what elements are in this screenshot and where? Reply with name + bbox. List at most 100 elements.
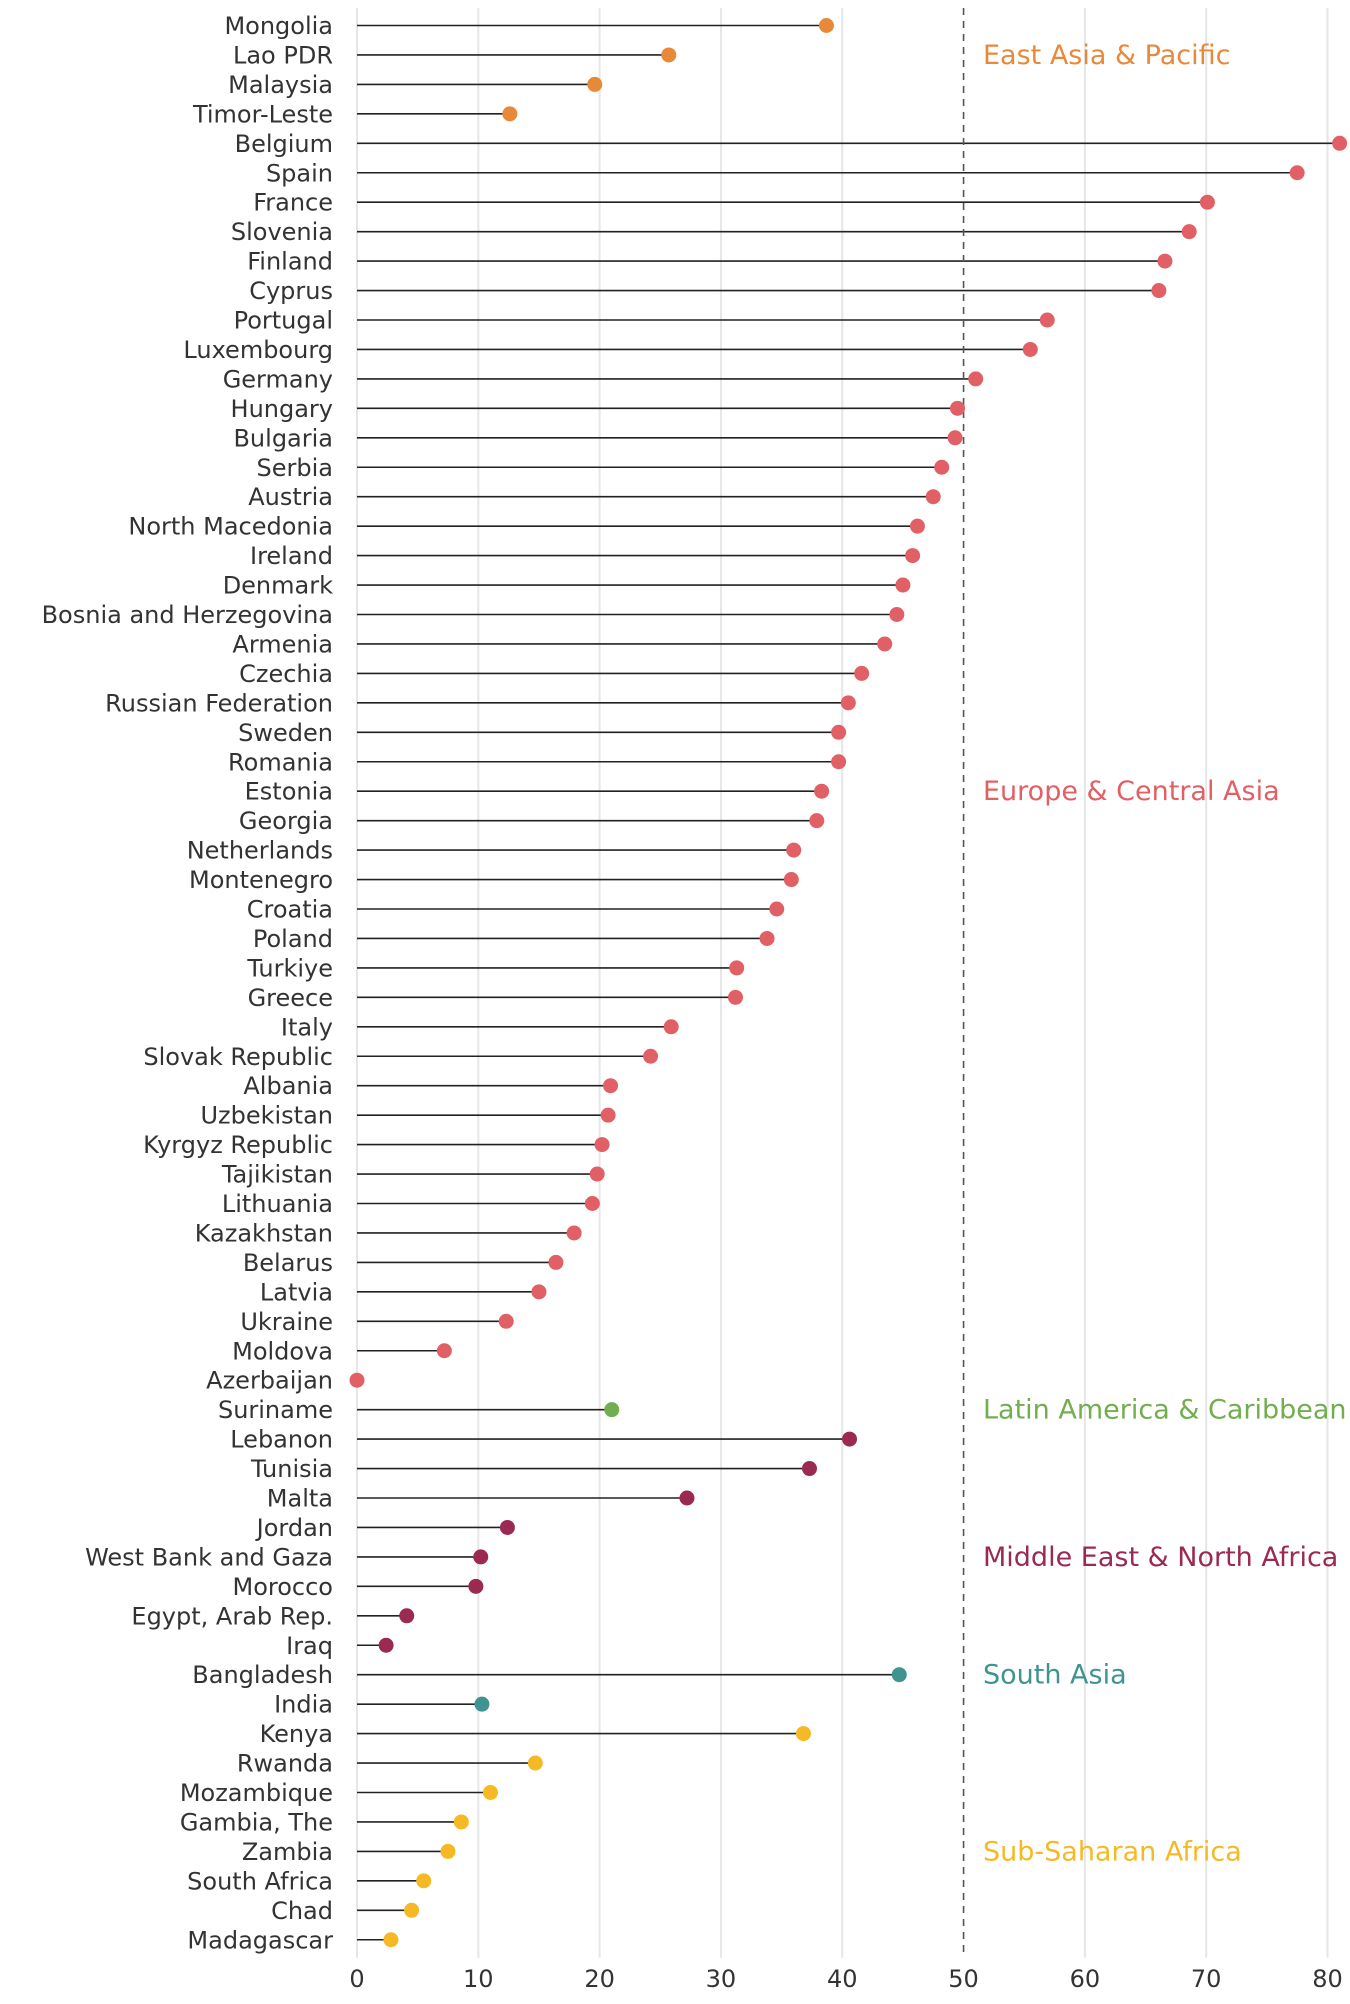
point-denmark: [895, 577, 911, 593]
country-label-slovak-republic: Slovak Republic: [143, 1043, 333, 1071]
point-austria: [925, 489, 941, 505]
x-tick-label-80: 80: [1312, 1965, 1343, 1993]
country-label-malaysia: Malaysia: [228, 71, 333, 99]
point-azerbaijan: [349, 1372, 365, 1388]
x-tick-label-70: 70: [1191, 1965, 1222, 1993]
region-label-layer: East Asia & Pacific Europe & Central Asia…: [983, 40, 1347, 1867]
point-suriname: [604, 1402, 620, 1418]
point-morocco: [468, 1578, 484, 1594]
x-tick-label-20: 20: [584, 1965, 615, 1993]
x-tick-label-10: 10: [463, 1965, 494, 1993]
point-rwanda: [527, 1755, 543, 1771]
point-cyprus: [1151, 283, 1167, 299]
stem-layer: [357, 24, 1340, 1941]
point-poland: [759, 930, 775, 946]
country-label-luxembourg: Luxembourg: [183, 336, 333, 364]
point-netherlands: [786, 842, 802, 858]
country-label-gambia-the: Gambia, The: [180, 1808, 333, 1836]
country-label-north-macedonia: North Macedonia: [128, 513, 333, 541]
country-label-rwanda: Rwanda: [237, 1750, 333, 1778]
country-label-poland: Poland: [253, 925, 333, 953]
point-portugal: [1039, 312, 1055, 328]
point-lithuania: [584, 1196, 600, 1211]
country-label-spain: Spain: [266, 159, 333, 187]
country-label-india: India: [274, 1691, 333, 1719]
country-label-austria: Austria: [248, 483, 333, 511]
point-mozambique: [482, 1785, 498, 1800]
country-label-portugal: Portugal: [234, 307, 333, 335]
point-lebanon: [842, 1431, 858, 1447]
country-label-kenya: Kenya: [260, 1720, 333, 1748]
country-label-ireland: Ireland: [250, 542, 333, 570]
x-tick-label-50: 50: [948, 1965, 979, 1993]
country-label-italy: Italy: [281, 1013, 333, 1041]
country-label-armenia: Armenia: [232, 630, 333, 658]
country-label-tajikistan: Tajikistan: [221, 1161, 333, 1189]
country-label-kazakhstan: Kazakhstan: [195, 1219, 333, 1247]
country-label-latvia: Latvia: [260, 1278, 333, 1306]
region-label-sub-saharan-africa: Sub-Saharan Africa: [983, 1836, 1242, 1867]
point-india: [474, 1696, 490, 1712]
country-label-france: France: [253, 189, 333, 217]
country-label-ukraine: Ukraine: [240, 1308, 333, 1336]
country-label-tunisia: Tunisia: [250, 1455, 333, 1483]
point-kenya: [795, 1726, 811, 1742]
point-tajikistan: [589, 1166, 605, 1182]
country-label-slovenia: Slovenia: [231, 218, 333, 246]
x-tick-label-30: 30: [706, 1965, 737, 1993]
country-label-russian-federation: Russian Federation: [105, 689, 333, 717]
country-label-finland: Finland: [247, 248, 333, 276]
country-label-jordan: Jordan: [255, 1514, 333, 1542]
country-label-south-africa: South Africa: [187, 1867, 333, 1895]
country-label-turkiye: Turkiye: [246, 954, 333, 982]
point-ukraine: [498, 1313, 514, 1329]
country-label-lebanon: Lebanon: [230, 1426, 333, 1454]
country-label-serbia: Serbia: [257, 454, 333, 482]
point-bosnia-and-herzegovina: [889, 607, 905, 622]
point-france: [1199, 194, 1215, 210]
country-label-georgia: Georgia: [239, 807, 333, 835]
country-label-greece: Greece: [248, 984, 333, 1012]
country-label-egypt-arab-rep: Egypt, Arab Rep.: [131, 1602, 333, 1630]
region-label-latin-america-caribbean: Latin America & Caribbean: [983, 1395, 1347, 1426]
country-label-croatia: Croatia: [247, 896, 333, 924]
country-label-kyrgyz-republic: Kyrgyz Republic: [143, 1131, 333, 1159]
country-label-zambia: Zambia: [242, 1838, 333, 1866]
point-malta: [679, 1490, 695, 1506]
point-latvia: [531, 1284, 547, 1300]
country-label-estonia: Estonia: [245, 778, 333, 806]
point-slovak-republic: [643, 1048, 659, 1064]
point-zambia: [440, 1843, 456, 1859]
x-tick-label-0: 0: [349, 1965, 364, 1993]
point-russian-federation: [840, 695, 856, 711]
country-label-belarus: Belarus: [243, 1249, 333, 1277]
point-hungary: [949, 400, 965, 416]
country-label-cyprus: Cyprus: [249, 277, 333, 305]
point-madagascar: [383, 1932, 399, 1948]
country-label-west-bank-and-gaza: West Bank and Gaza: [85, 1543, 333, 1571]
country-label-madagascar: Madagascar: [187, 1926, 333, 1954]
country-label-timor-leste: Timor-Leste: [192, 100, 333, 128]
point-slovenia: [1181, 224, 1197, 240]
point-ireland: [905, 548, 921, 564]
country-label-suriname: Suriname: [218, 1396, 333, 1424]
country-label-netherlands: Netherlands: [187, 837, 333, 865]
point-timor-leste: [502, 106, 518, 122]
region-label-south-asia: South Asia: [983, 1660, 1127, 1691]
point-czechia: [854, 665, 870, 681]
point-lao-pdr: [661, 47, 677, 63]
point-finland: [1157, 253, 1173, 269]
region-label-middle-east-north-africa: Middle East & North Africa: [983, 1542, 1338, 1573]
point-bulgaria: [947, 430, 963, 446]
region-label-europe-central-asia: Europe & Central Asia: [983, 776, 1280, 807]
point-estonia: [814, 783, 830, 799]
point-armenia: [877, 636, 893, 652]
country-label-belgium: Belgium: [235, 130, 333, 158]
point-turkiye: [729, 960, 745, 976]
point-iraq: [378, 1637, 394, 1653]
country-label-czechia: Czechia: [239, 660, 333, 688]
point-mongolia: [818, 18, 834, 33]
point-moldova: [436, 1343, 452, 1359]
